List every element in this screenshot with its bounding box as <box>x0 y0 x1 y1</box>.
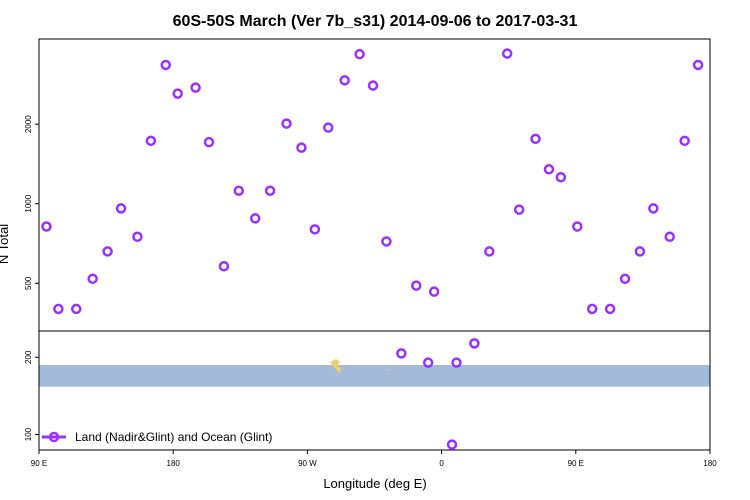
data-point <box>323 122 334 133</box>
data-point <box>586 303 598 315</box>
data-point <box>543 164 555 175</box>
data-point <box>428 286 440 297</box>
data-point <box>87 273 98 285</box>
data-point <box>296 142 307 153</box>
data-point <box>172 88 183 99</box>
data-point <box>555 171 567 183</box>
data-point <box>160 59 171 71</box>
land-patch <box>330 359 388 374</box>
x-tick-label: 90 E <box>568 459 584 468</box>
y-axis-label: N Total <box>0 224 11 264</box>
data-point <box>264 185 276 196</box>
data-point <box>451 357 462 368</box>
legend-label: Land (Nadir&Glint) and Ocean (Glint) <box>75 430 272 444</box>
data-point <box>648 203 659 214</box>
y-axis-lower: 100 200 <box>24 350 39 441</box>
data-point <box>411 280 422 291</box>
data-point <box>53 303 64 315</box>
data-point <box>203 136 215 148</box>
lower-panel-band-layer <box>39 365 710 387</box>
data-points <box>41 48 704 450</box>
data-point <box>530 133 541 145</box>
legend-marker <box>48 431 60 443</box>
data-point <box>501 48 513 59</box>
data-point <box>381 236 392 247</box>
y-axis-upper: 500 1000 2000 <box>24 115 39 290</box>
data-point <box>422 357 434 368</box>
data-point <box>572 221 583 232</box>
data-point <box>102 246 113 257</box>
x-axis: 90 E 180 90 W 0 90 E 180 <box>31 450 717 468</box>
data-point <box>604 303 616 315</box>
x-tick-label: 180 <box>703 459 717 468</box>
data-point <box>145 135 157 147</box>
data-point <box>679 135 690 147</box>
chart-title: 60S-50S March (Ver 7b_s31) 2014-09-06 to… <box>173 13 578 30</box>
legend: Land (Nadir&Glint) and Ocean (Glint) <box>42 430 272 444</box>
data-point <box>71 303 82 315</box>
data-point <box>469 338 480 349</box>
data-point <box>692 59 704 71</box>
data-point <box>354 48 365 60</box>
data-point <box>513 204 525 215</box>
data-point <box>132 231 143 243</box>
y-tick-label: 2000 <box>24 115 33 133</box>
data-point <box>339 75 350 86</box>
x-tick-label: 90 E <box>31 459 47 468</box>
ocean-band <box>39 365 710 387</box>
x-tick-label: 180 <box>167 459 181 468</box>
data-point <box>115 203 127 214</box>
lower-panel-frame <box>38 330 711 451</box>
x-axis-label: Longitude (deg E) <box>323 476 426 491</box>
x-tick-label: 90 W <box>298 459 317 468</box>
data-point <box>190 82 201 93</box>
data-point <box>218 261 230 272</box>
data-point <box>446 439 458 450</box>
data-point <box>309 224 321 235</box>
data-point <box>396 348 407 359</box>
data-point <box>233 185 245 196</box>
y-tick-label: 200 <box>24 350 33 364</box>
data-point <box>41 221 52 232</box>
y-tick-label: 100 <box>24 427 33 441</box>
data-point <box>281 118 292 129</box>
x-tick-label: 0 <box>439 459 444 468</box>
data-point <box>664 231 675 243</box>
data-point <box>249 213 261 224</box>
data-point <box>634 246 646 257</box>
data-point <box>619 273 631 285</box>
y-tick-label: 1000 <box>24 194 33 212</box>
y-tick-label: 500 <box>24 276 33 290</box>
data-point <box>484 246 495 257</box>
data-point <box>367 80 379 91</box>
